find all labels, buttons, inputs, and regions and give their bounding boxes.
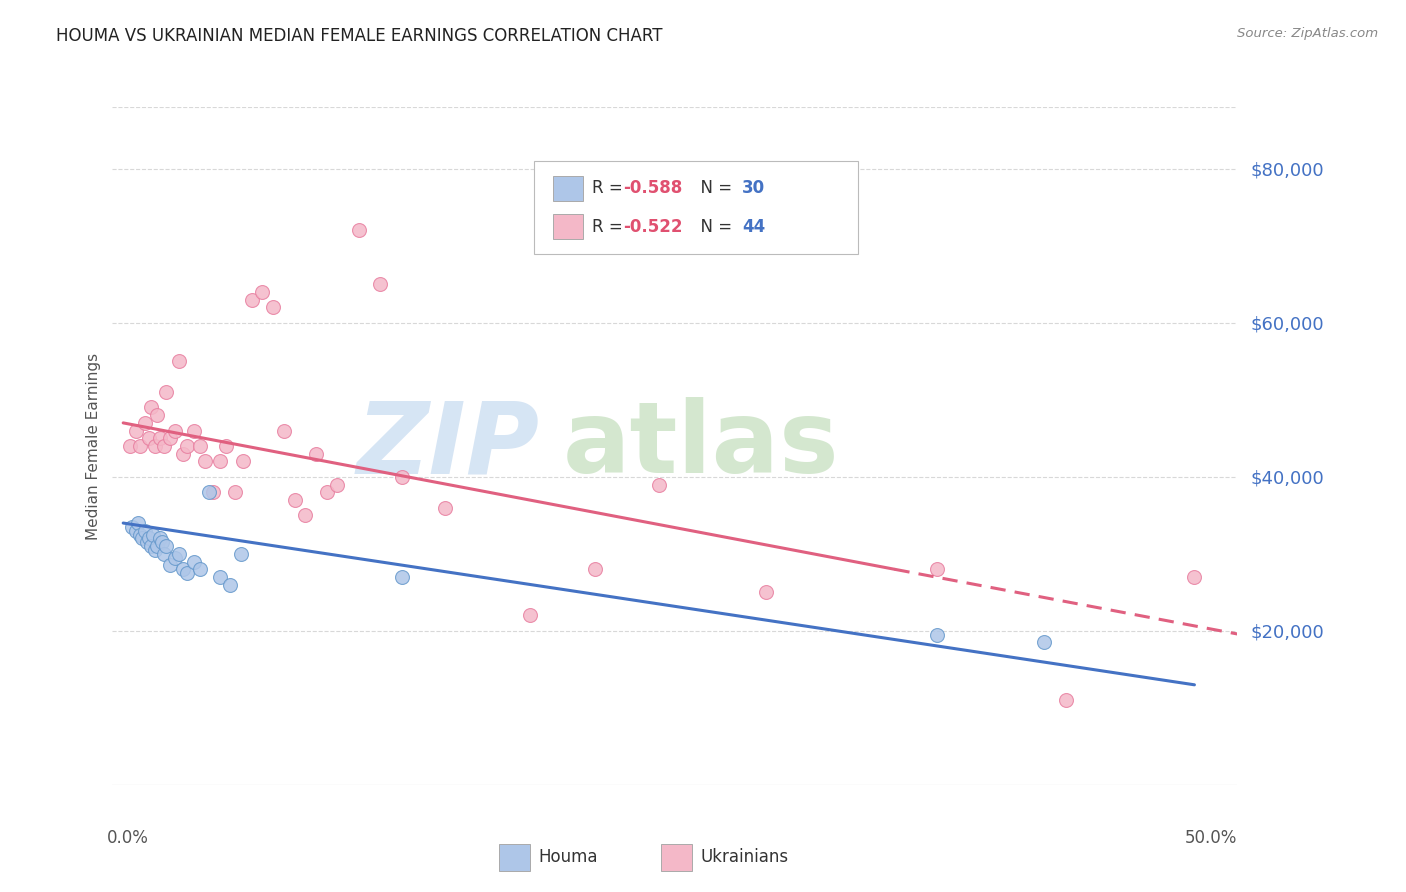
Text: ZIP: ZIP	[357, 398, 540, 494]
Point	[138, 431, 160, 445]
Text: 30: 30	[742, 179, 765, 197]
Point	[391, 570, 413, 584]
Point	[1054, 693, 1077, 707]
Text: -0.588: -0.588	[623, 179, 682, 197]
Y-axis label: Median Female Earnings: Median Female Earnings	[86, 352, 101, 540]
Point	[755, 585, 778, 599]
Point	[134, 524, 156, 538]
Point	[183, 555, 205, 569]
Point	[294, 508, 316, 523]
Text: 50.0%: 50.0%	[1185, 829, 1237, 847]
Point	[135, 535, 157, 549]
Text: Houma: Houma	[538, 848, 598, 866]
Point	[129, 439, 152, 453]
Point	[125, 424, 148, 438]
Point	[150, 535, 173, 549]
Point	[1184, 570, 1206, 584]
Point	[129, 527, 152, 541]
Point	[927, 562, 949, 576]
Point	[224, 485, 246, 500]
Text: 44: 44	[742, 218, 766, 235]
Point	[139, 401, 162, 415]
Point	[146, 539, 169, 553]
Point	[172, 562, 194, 576]
Point	[142, 527, 165, 541]
Point	[146, 408, 169, 422]
Point	[155, 539, 177, 553]
Point	[215, 439, 238, 453]
Point	[198, 485, 221, 500]
Point	[163, 424, 186, 438]
Point	[208, 454, 231, 468]
Point	[284, 492, 307, 507]
Point	[262, 301, 284, 315]
Point	[167, 354, 190, 368]
Text: Source: ZipAtlas.com: Source: ZipAtlas.com	[1237, 27, 1378, 40]
Point	[252, 285, 274, 299]
Point	[125, 524, 148, 538]
Point	[127, 516, 149, 530]
Point	[139, 539, 162, 553]
Point	[240, 293, 263, 307]
Point	[176, 566, 198, 581]
Point	[188, 562, 211, 576]
Point	[188, 439, 211, 453]
Point	[138, 532, 160, 546]
Point	[326, 477, 349, 491]
Point	[1033, 635, 1056, 649]
Point	[305, 447, 328, 461]
Text: Ukrainians: Ukrainians	[700, 848, 789, 866]
Point	[172, 447, 194, 461]
Text: R =: R =	[592, 179, 628, 197]
Text: N =: N =	[690, 179, 738, 197]
Point	[519, 608, 541, 623]
Text: atlas: atlas	[562, 398, 839, 494]
Point	[229, 547, 252, 561]
Point	[202, 485, 225, 500]
Point	[648, 477, 671, 491]
Point	[131, 532, 153, 546]
Point	[153, 547, 176, 561]
Point	[391, 470, 413, 484]
Point	[368, 277, 391, 292]
Point	[143, 543, 166, 558]
Point	[159, 558, 181, 573]
Point	[121, 520, 143, 534]
Point	[143, 439, 166, 453]
Text: 0.0%: 0.0%	[107, 829, 149, 847]
Point	[134, 416, 156, 430]
Text: N =: N =	[690, 218, 738, 235]
Point	[183, 424, 205, 438]
Point	[433, 500, 456, 515]
Point	[155, 385, 177, 400]
Point	[315, 485, 337, 500]
Point	[927, 628, 949, 642]
Point	[347, 223, 370, 237]
Text: -0.522: -0.522	[623, 218, 682, 235]
Point	[149, 431, 172, 445]
Text: R =: R =	[592, 218, 628, 235]
Point	[273, 424, 295, 438]
Point	[208, 570, 231, 584]
Point	[163, 550, 186, 565]
Point	[219, 577, 242, 591]
Point	[194, 454, 217, 468]
Point	[159, 431, 181, 445]
Point	[232, 454, 254, 468]
Point	[583, 562, 606, 576]
Text: HOUMA VS UKRAINIAN MEDIAN FEMALE EARNINGS CORRELATION CHART: HOUMA VS UKRAINIAN MEDIAN FEMALE EARNING…	[56, 27, 662, 45]
Point	[176, 439, 198, 453]
Point	[153, 439, 176, 453]
Point	[118, 439, 141, 453]
Point	[167, 547, 190, 561]
Point	[149, 532, 172, 546]
